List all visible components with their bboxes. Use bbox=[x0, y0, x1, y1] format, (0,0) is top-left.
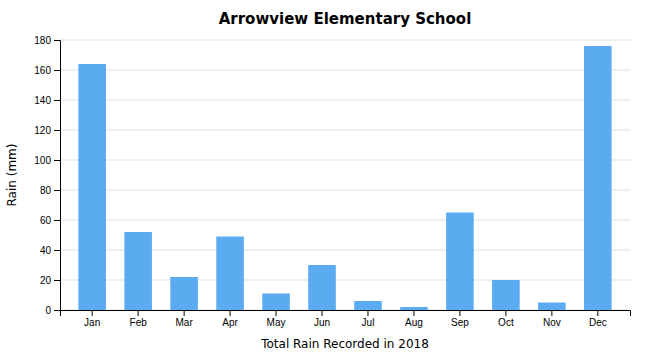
x-tick-label: Jul bbox=[362, 317, 375, 328]
bar bbox=[354, 301, 382, 310]
x-tick-label: Nov bbox=[543, 317, 561, 328]
x-tick-mark bbox=[92, 310, 93, 316]
x-tick-label: Oct bbox=[498, 317, 514, 328]
x-tick: Feb bbox=[130, 310, 148, 328]
x-tick: Oct bbox=[498, 310, 514, 328]
y-tick-label: 20 bbox=[40, 275, 52, 286]
chart-container: Jan Feb Mar Apr May Jun Jul Aug Sep Oct Nov Dec 0 20 4… bbox=[0, 0, 650, 360]
bar bbox=[538, 303, 566, 311]
grid bbox=[60, 40, 630, 310]
x-tick: Aug bbox=[405, 310, 423, 328]
y-tick: 0 bbox=[45, 305, 60, 316]
x-tick: Jan bbox=[84, 310, 100, 328]
y-axis-line bbox=[54, 41, 61, 311]
x-tick: Dec bbox=[589, 310, 607, 328]
y-tick-mark bbox=[54, 40, 60, 41]
y-tick-label: 40 bbox=[40, 245, 52, 256]
x-tick-label: Feb bbox=[130, 317, 148, 328]
y-tick-mark bbox=[54, 130, 60, 131]
bar bbox=[170, 277, 198, 310]
x-tick-label: Apr bbox=[222, 317, 238, 328]
y-tick-label: 60 bbox=[40, 215, 52, 226]
bar bbox=[584, 46, 612, 310]
y-tick-mark bbox=[54, 190, 60, 191]
x-tick-label: Jun bbox=[314, 317, 330, 328]
x-tick: Jul bbox=[362, 310, 375, 328]
y-axis-title: Rain (mm) bbox=[5, 144, 19, 207]
bar bbox=[262, 294, 290, 311]
x-tick: May bbox=[267, 310, 286, 328]
y-tick-mark bbox=[54, 220, 60, 221]
x-tick-label: Aug bbox=[405, 317, 423, 328]
x-tick-mark bbox=[413, 310, 414, 316]
y-tick-label: 80 bbox=[40, 185, 52, 196]
grid-line bbox=[60, 70, 630, 71]
x-tick-mark bbox=[551, 310, 552, 316]
x-axis-line bbox=[61, 311, 631, 317]
bar bbox=[308, 265, 336, 310]
grid-line bbox=[60, 190, 630, 191]
bar bbox=[400, 307, 428, 310]
x-tick: Apr bbox=[222, 310, 238, 328]
bar bbox=[216, 237, 244, 311]
x-tick-label: Jan bbox=[84, 317, 100, 328]
x-axis: Jan Feb Mar Apr May Jun Jul Aug Sep Oct Nov Dec bbox=[61, 310, 631, 328]
title: Arrowview Elementary School bbox=[219, 10, 472, 28]
x-tick-mark bbox=[505, 310, 506, 316]
grid-line bbox=[60, 130, 630, 131]
y-tick: 100 bbox=[34, 155, 60, 166]
y-tick-label: 180 bbox=[34, 35, 51, 46]
x-tick: Mar bbox=[175, 310, 193, 328]
bar bbox=[492, 280, 520, 310]
y-tick: 160 bbox=[34, 65, 60, 76]
x-tick-mark bbox=[138, 310, 139, 316]
x-tick-label: May bbox=[267, 317, 286, 328]
grid-line bbox=[60, 220, 630, 221]
y-tick: 120 bbox=[34, 125, 60, 136]
y-tick: 60 bbox=[40, 215, 60, 226]
y-tick-mark bbox=[54, 100, 60, 101]
y-tick: 80 bbox=[40, 185, 60, 196]
y-tick-label: 0 bbox=[45, 305, 51, 316]
y-tick-label: 140 bbox=[34, 95, 51, 106]
x-tick-mark bbox=[322, 310, 323, 316]
y-tick-mark bbox=[54, 70, 60, 71]
x-tick-mark bbox=[230, 310, 231, 316]
y-tick-mark bbox=[54, 160, 60, 161]
y-axis: 0 20 40 60 80 100 120 140 160 180 bbox=[34, 35, 60, 316]
grid-line bbox=[60, 40, 630, 41]
x-tick-label: Sep bbox=[451, 317, 469, 328]
x-tick-label: Mar bbox=[175, 317, 193, 328]
x-tick-label: Dec bbox=[589, 317, 607, 328]
x-tick: Nov bbox=[543, 310, 561, 328]
bar bbox=[78, 64, 106, 310]
y-tick-mark bbox=[54, 310, 60, 311]
x-tick-mark bbox=[367, 310, 368, 316]
y-tick-label: 120 bbox=[34, 125, 51, 136]
y-tick-mark bbox=[54, 280, 60, 281]
y-tick-label: 100 bbox=[34, 155, 51, 166]
plot: Jan Feb Mar Apr May Jun Jul Aug Sep Oct Nov Dec 0 20 4… bbox=[34, 35, 630, 328]
chart-svg: Jan Feb Mar Apr May Jun Jul Aug Sep Oct Nov Dec 0 20 4… bbox=[0, 0, 650, 360]
x-tick-mark bbox=[184, 310, 185, 316]
x-tick-mark bbox=[276, 310, 277, 316]
bars bbox=[78, 46, 611, 310]
bar bbox=[446, 213, 474, 311]
y-tick-label: 160 bbox=[34, 65, 51, 76]
y-tick: 40 bbox=[40, 245, 60, 256]
x-tick-mark bbox=[459, 310, 460, 316]
y-tick-mark bbox=[54, 250, 60, 251]
y-tick: 180 bbox=[34, 35, 60, 46]
grid-line bbox=[60, 160, 630, 161]
x-tick: Jun bbox=[314, 310, 330, 328]
y-tick: 20 bbox=[40, 275, 60, 286]
x-tick: Sep bbox=[451, 310, 469, 328]
x-tick-mark bbox=[597, 310, 598, 316]
y-tick: 140 bbox=[34, 95, 60, 106]
bar bbox=[124, 232, 152, 310]
x-axis-title: Total Rain Recorded in 2018 bbox=[260, 337, 429, 351]
grid-line bbox=[60, 100, 630, 101]
